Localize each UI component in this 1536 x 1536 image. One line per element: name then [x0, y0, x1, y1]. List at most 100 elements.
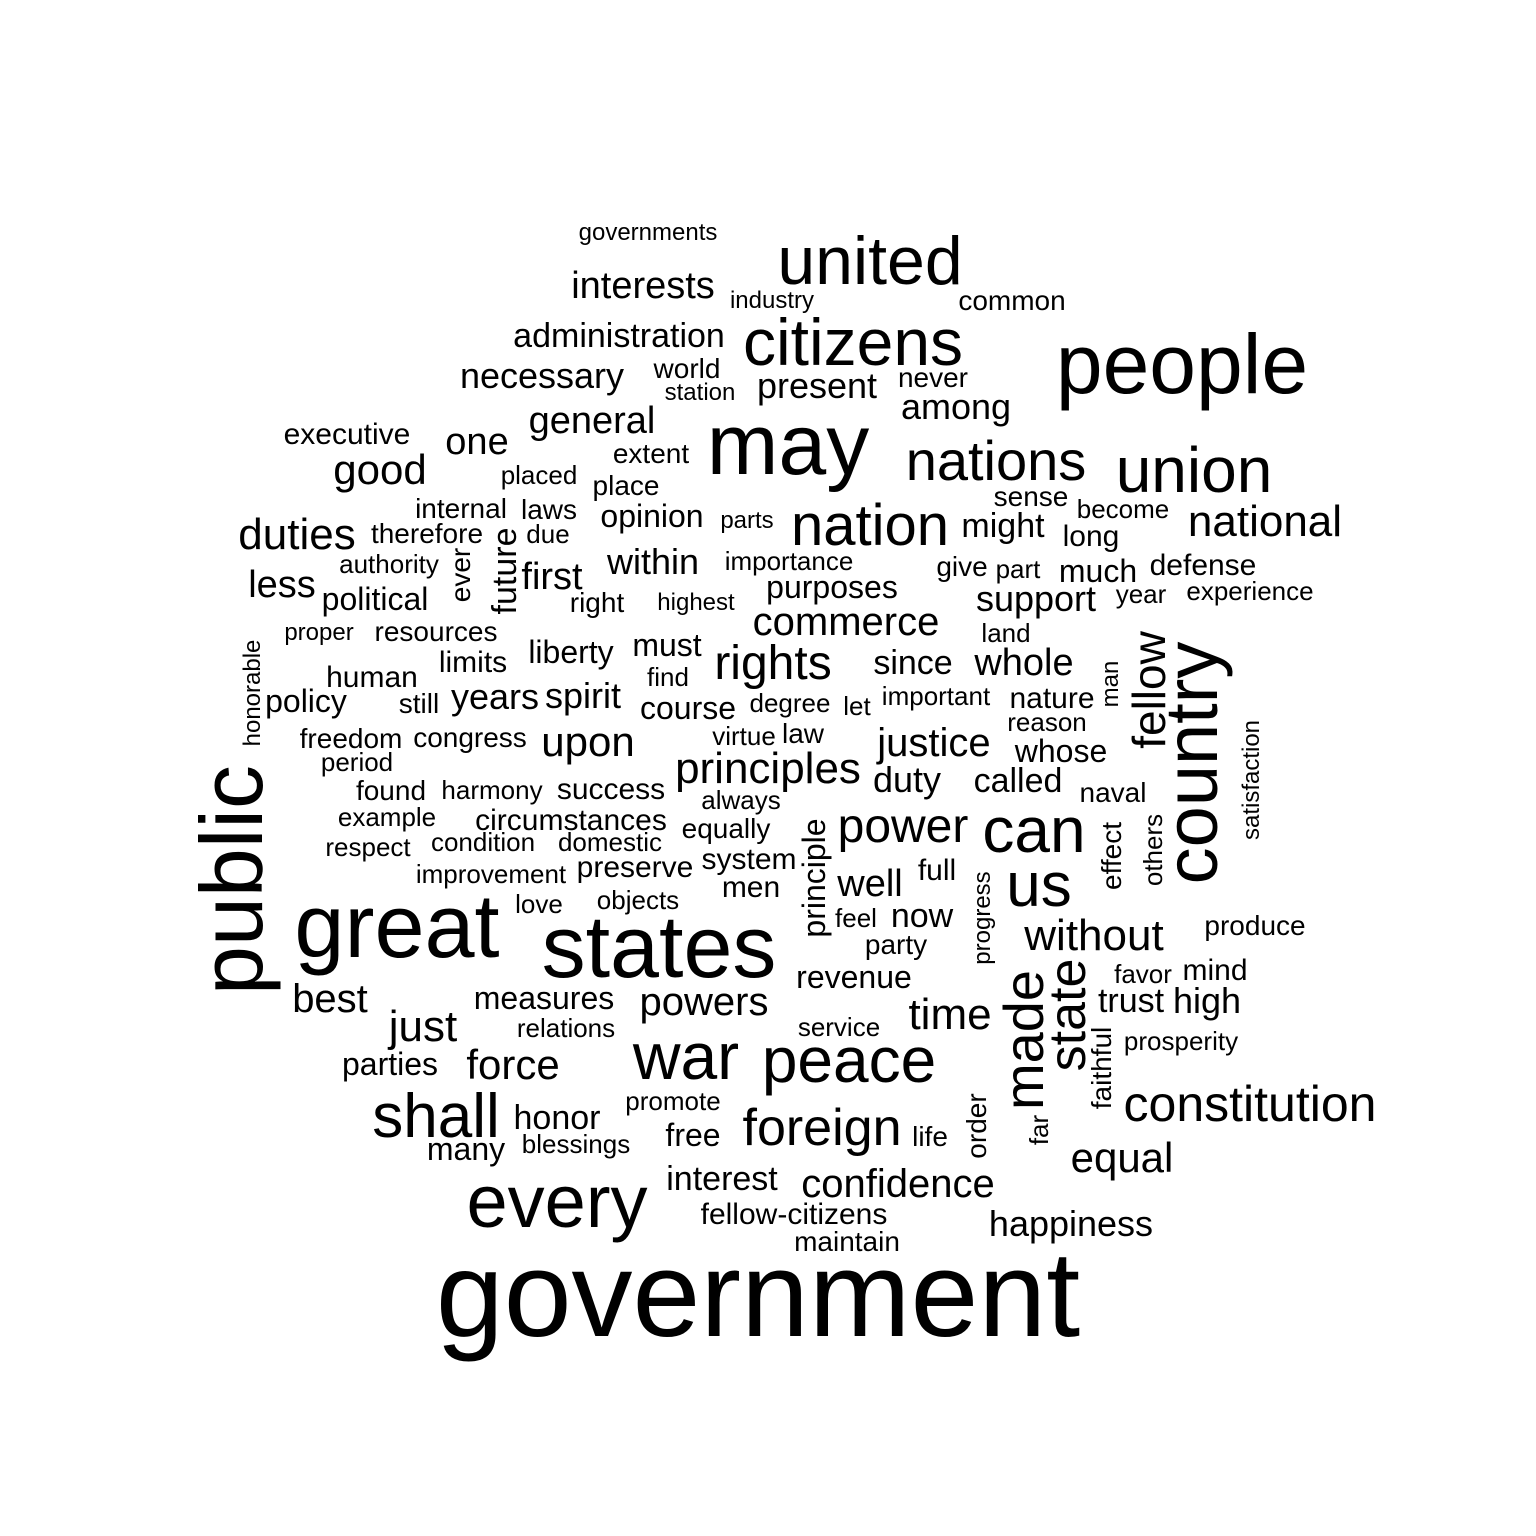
word-circumstances: circumstances	[475, 804, 667, 837]
word-country: country	[1150, 642, 1233, 885]
word-one: one	[445, 421, 508, 463]
word-extent: extent	[613, 438, 689, 469]
word-parts: parts	[720, 507, 773, 534]
word-still: still	[399, 688, 439, 719]
word-may: may	[707, 397, 869, 493]
word-every: every	[467, 1160, 648, 1243]
word-period: period	[321, 747, 393, 777]
word-principles: principles	[675, 744, 861, 793]
word-future: future	[486, 528, 524, 615]
word-made: made	[992, 970, 1055, 1110]
word-year: year	[1116, 579, 1167, 609]
word-importance: importance	[725, 546, 854, 576]
word-constitution: constitution	[1124, 1076, 1377, 1132]
word-highest: highest	[657, 589, 735, 616]
word-powers: powers	[640, 980, 769, 1024]
word-nations: nations	[906, 429, 1087, 492]
word-land: land	[981, 618, 1030, 648]
word-without: without	[1023, 911, 1163, 960]
word-domestic: domestic	[558, 827, 662, 857]
word-present: present	[757, 365, 877, 406]
word-executive: executive	[284, 418, 411, 451]
word-men: men	[722, 871, 780, 904]
word-therefore: therefore	[371, 518, 483, 549]
word-peace: peace	[762, 1024, 936, 1096]
word-whole: whole	[973, 642, 1073, 684]
word-purposes: purposes	[766, 569, 898, 605]
word-naval: naval	[1080, 777, 1147, 808]
word-always: always	[701, 785, 780, 815]
word-relations: relations	[517, 1013, 615, 1043]
word-due: due	[526, 519, 569, 549]
word-happiness: happiness	[989, 1203, 1153, 1244]
word-part: part	[996, 554, 1042, 584]
word-spirit: spirit	[545, 675, 621, 716]
word-best: best	[292, 977, 368, 1021]
word-measures: measures	[474, 980, 615, 1016]
word-people: people	[1056, 317, 1308, 411]
word-degree: degree	[750, 688, 831, 718]
word-parties: parties	[342, 1046, 438, 1082]
word-can: can	[982, 794, 1085, 866]
word-equally: equally	[682, 813, 771, 844]
word-interest: interest	[666, 1160, 778, 1198]
word-war: war	[632, 1019, 739, 1093]
word-state: state	[1039, 959, 1097, 1072]
word-policy: policy	[265, 683, 347, 719]
word-equal: equal	[1071, 1134, 1174, 1181]
word-since: since	[873, 644, 952, 682]
word-reason: reason	[1007, 707, 1087, 737]
word-respect: respect	[325, 832, 411, 862]
word-proper: proper	[284, 619, 353, 646]
word-principle: principle	[796, 818, 832, 937]
word-years: years	[451, 676, 539, 717]
word-good: good	[333, 446, 426, 493]
word-harmony: harmony	[441, 775, 542, 805]
word-commerce: commerce	[753, 600, 940, 644]
word-maintain: maintain	[794, 1226, 900, 1257]
word-high: high	[1173, 980, 1241, 1021]
word-party: party	[865, 929, 927, 960]
word-order: order	[961, 1093, 992, 1158]
word-world: world	[653, 353, 721, 384]
word-laws: laws	[521, 494, 577, 525]
word-opinion: opinion	[600, 498, 703, 534]
word-example: example	[338, 802, 436, 832]
word-faithful: faithful	[1086, 1027, 1117, 1110]
word-government: government	[436, 1226, 1080, 1362]
word-might: might	[961, 507, 1045, 545]
word-favor: favor	[1114, 959, 1172, 989]
word-success: success	[557, 773, 665, 806]
word-human: human	[326, 661, 418, 694]
word-prosperity: prosperity	[1124, 1026, 1238, 1056]
word-justice: justice	[876, 721, 990, 765]
word-fellow-citizens: fellow-citizens	[701, 1198, 888, 1231]
word-feel: feel	[835, 903, 877, 933]
word-preserve: preserve	[577, 851, 694, 884]
word-found: found	[356, 775, 426, 806]
word-political: political	[322, 581, 429, 617]
word-united: united	[777, 223, 962, 299]
word-must: must	[632, 627, 701, 663]
word-effect: effect	[1096, 822, 1127, 890]
word-time: time	[908, 990, 991, 1039]
word-objects: objects	[597, 885, 679, 915]
word-general: general	[529, 400, 656, 442]
word-become: become	[1077, 494, 1170, 524]
word-whose: whose	[1014, 733, 1108, 769]
word-blessings: blessings	[522, 1129, 630, 1159]
word-limits: limits	[439, 646, 507, 679]
word-station: station	[665, 379, 736, 406]
word-duties: duties	[238, 510, 355, 559]
word-internal: internal	[415, 493, 507, 524]
word-shall: shall	[372, 1082, 500, 1151]
word-promote: promote	[625, 1086, 720, 1116]
word-industry: industry	[730, 287, 814, 314]
word-free: free	[665, 1117, 720, 1153]
word-honorable: honorable	[239, 640, 266, 747]
word-give: give	[936, 551, 987, 582]
word-public: public	[182, 765, 281, 995]
word-produce: produce	[1204, 910, 1305, 941]
word-sense: sense	[994, 481, 1069, 512]
